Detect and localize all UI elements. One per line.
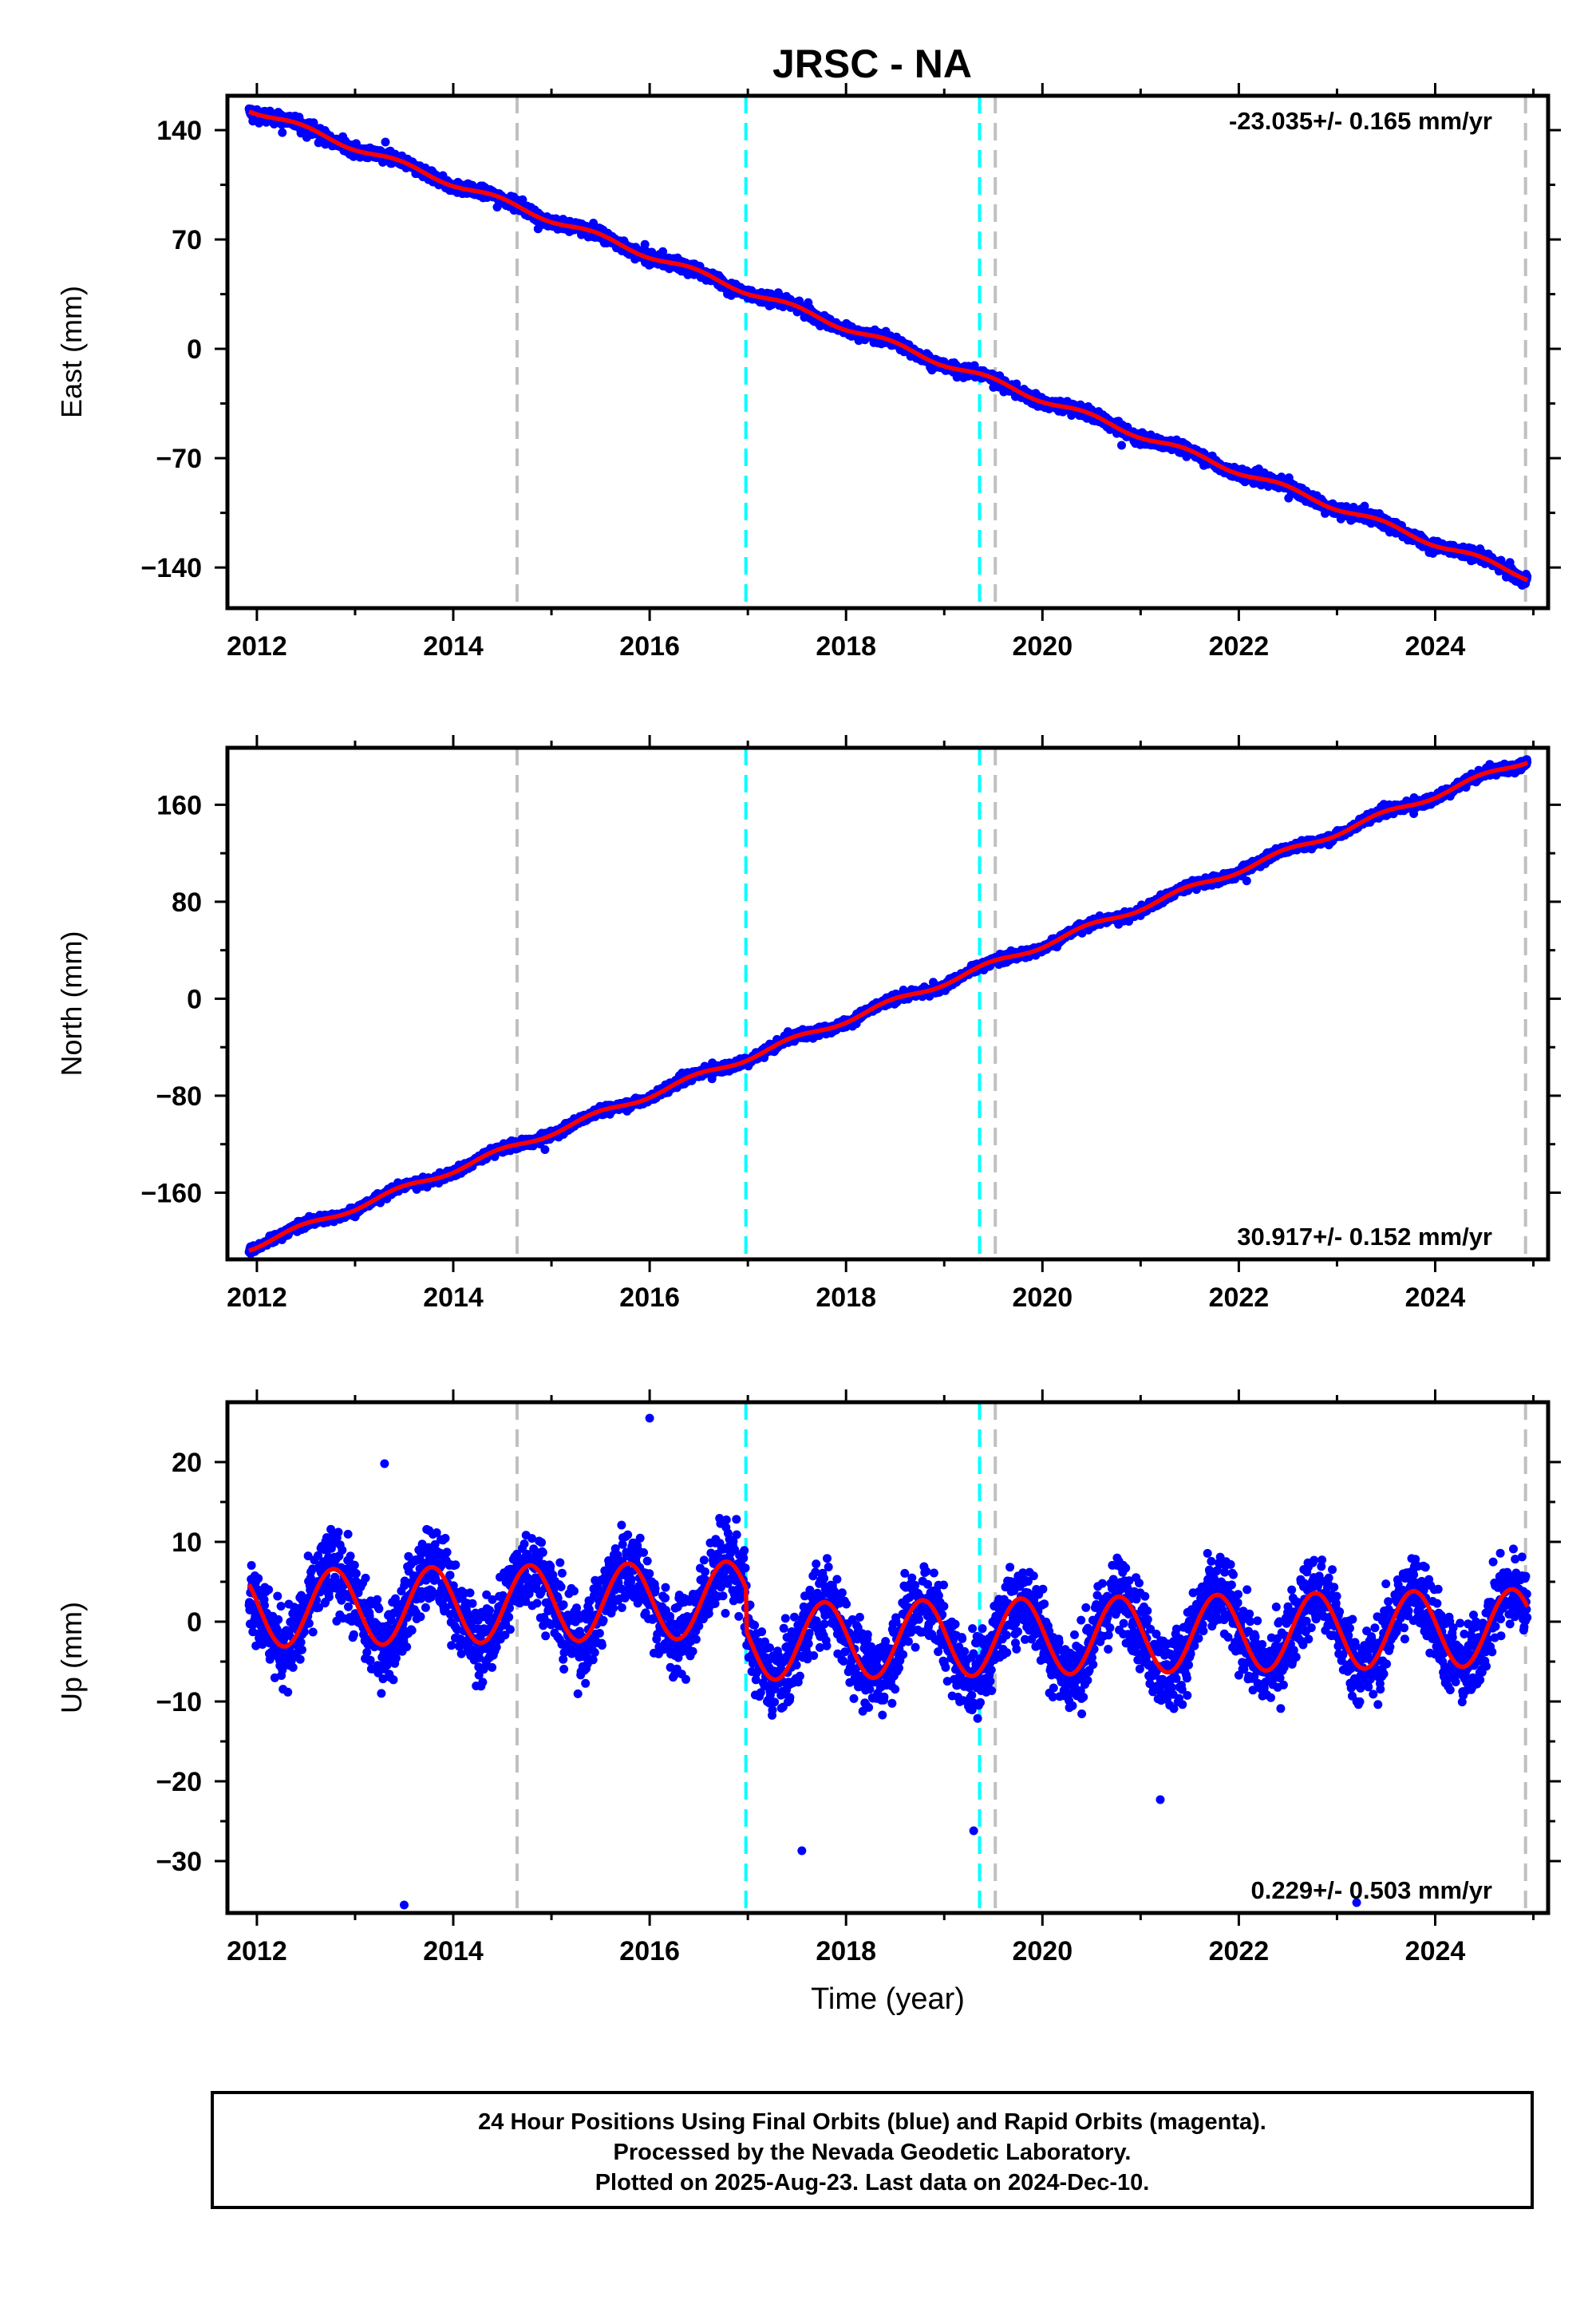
y-tick-label: 70 [172,225,202,255]
y-tick-label: −70 [156,444,202,474]
y-tick-label: 140 [156,116,202,146]
x-tick-label: 2016 [619,631,680,662]
data-point [540,1145,550,1154]
data-point [640,239,650,249]
y-axis-label: East (mm) [55,286,88,418]
position-points [244,755,1532,1259]
x-tick-label: 2012 [227,631,287,662]
y-tick-label: 0 [187,334,202,365]
x-tick-label: 2020 [1012,631,1073,662]
model-fit [247,109,1529,583]
x-tick-label: 2018 [816,631,876,662]
north-panel: 2012 2014 2016 2018 2020 2022 2024160800−80−16… [55,735,1561,1313]
plot-frame [225,93,1551,611]
x-tick-label: 2024 [1405,631,1466,662]
rate-annotation: -23.035+/- 0.165 mm/yr [1229,107,1492,135]
chart-title: JRSC - NA [772,41,972,86]
y-tick-label: −140 [140,553,202,583]
x-tick-label: 2014 [423,631,484,662]
model-fit-line [247,109,1529,583]
data-point [278,128,287,137]
data-point [1117,441,1126,450]
east-panel: 2012 2014 2016 2018 2020 2022 2024 140 70 0 −70 −14… [55,83,1561,662]
data-point [381,137,390,147]
position-points [244,104,1532,590]
data-point [518,195,527,204]
x-tick-label: 2022 [1209,631,1270,662]
